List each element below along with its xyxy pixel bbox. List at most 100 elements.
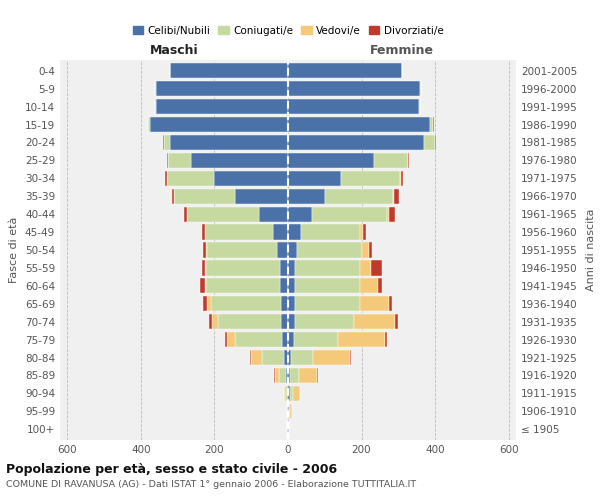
Bar [389, 206, 395, 222]
Legend: Celibi/Nubili, Coniugati/e, Vedovi/e, Divorziati/e: Celibi/Nubili, Coniugati/e, Vedovi/e, Di… [128, 22, 448, 40]
Bar [211, 296, 281, 312]
Bar [288, 404, 289, 419]
Bar [295, 314, 354, 330]
Bar [164, 135, 170, 150]
Bar [155, 99, 288, 114]
Bar [275, 368, 279, 383]
Bar [277, 242, 288, 258]
Bar [341, 170, 400, 186]
Bar [170, 135, 288, 150]
Bar [290, 368, 299, 383]
Bar [435, 135, 436, 150]
Bar [338, 332, 385, 347]
Bar [288, 206, 312, 222]
Bar [387, 206, 389, 222]
Bar [291, 350, 313, 365]
Bar [408, 153, 409, 168]
Bar [288, 135, 424, 150]
Bar [360, 224, 364, 240]
Bar [394, 188, 400, 204]
Bar [170, 63, 288, 78]
Bar [165, 170, 167, 186]
Bar [287, 404, 288, 419]
Bar [293, 332, 338, 347]
Bar [203, 296, 207, 312]
Bar [205, 278, 206, 293]
Bar [184, 206, 187, 222]
Bar [191, 153, 288, 168]
Bar [424, 135, 435, 150]
Bar [293, 386, 300, 401]
Bar [369, 242, 372, 258]
Bar [288, 296, 295, 312]
Bar [205, 224, 273, 240]
Bar [364, 224, 367, 240]
Bar [207, 242, 277, 258]
Bar [360, 260, 371, 276]
Bar [259, 206, 288, 222]
Bar [288, 117, 430, 132]
Bar [385, 332, 386, 347]
Bar [288, 170, 341, 186]
Bar [148, 117, 150, 132]
Bar [280, 278, 288, 293]
Bar [206, 260, 280, 276]
Bar [290, 386, 293, 401]
Bar [284, 386, 285, 401]
Y-axis label: Fasce di età: Fasce di età [10, 217, 19, 283]
Bar [174, 188, 235, 204]
Bar [288, 260, 295, 276]
Bar [200, 278, 205, 293]
Bar [288, 188, 325, 204]
Bar [360, 278, 378, 293]
Text: COMUNE DI RAVANUSA (AG) - Dati ISTAT 1° gennaio 2006 - Elaborazione TUTTITALIA.I: COMUNE DI RAVANUSA (AG) - Dati ISTAT 1° … [6, 480, 416, 489]
Bar [209, 314, 212, 330]
Bar [287, 386, 288, 401]
Bar [262, 350, 284, 365]
Bar [214, 170, 288, 186]
Bar [301, 224, 360, 240]
Bar [354, 314, 395, 330]
Bar [187, 206, 259, 222]
Bar [250, 350, 251, 365]
Bar [395, 314, 398, 330]
Bar [274, 368, 275, 383]
Bar [202, 224, 205, 240]
Bar [169, 153, 191, 168]
Bar [284, 350, 288, 365]
Y-axis label: Anni di nascita: Anni di nascita [586, 209, 596, 291]
Bar [283, 332, 288, 347]
Bar [400, 170, 401, 186]
Bar [288, 368, 290, 383]
Bar [288, 99, 419, 114]
Bar [235, 188, 288, 204]
Bar [287, 422, 288, 437]
Bar [295, 260, 360, 276]
Bar [226, 332, 227, 347]
Bar [288, 63, 402, 78]
Bar [297, 242, 362, 258]
Bar [167, 170, 214, 186]
Bar [281, 314, 288, 330]
Bar [288, 242, 297, 258]
Bar [203, 242, 206, 258]
Bar [290, 404, 292, 419]
Bar [288, 153, 374, 168]
Bar [285, 386, 287, 401]
Bar [202, 260, 205, 276]
Bar [279, 368, 286, 383]
Bar [286, 368, 288, 383]
Bar [360, 296, 389, 312]
Bar [374, 153, 407, 168]
Bar [281, 296, 288, 312]
Bar [313, 350, 350, 365]
Bar [288, 81, 421, 96]
Bar [362, 242, 369, 258]
Bar [288, 314, 295, 330]
Bar [288, 332, 293, 347]
Bar [155, 81, 288, 96]
Bar [288, 422, 289, 437]
Bar [280, 260, 288, 276]
Text: Popolazione per età, sesso e stato civile - 2006: Popolazione per età, sesso e stato civil… [6, 462, 337, 475]
Bar [205, 260, 206, 276]
